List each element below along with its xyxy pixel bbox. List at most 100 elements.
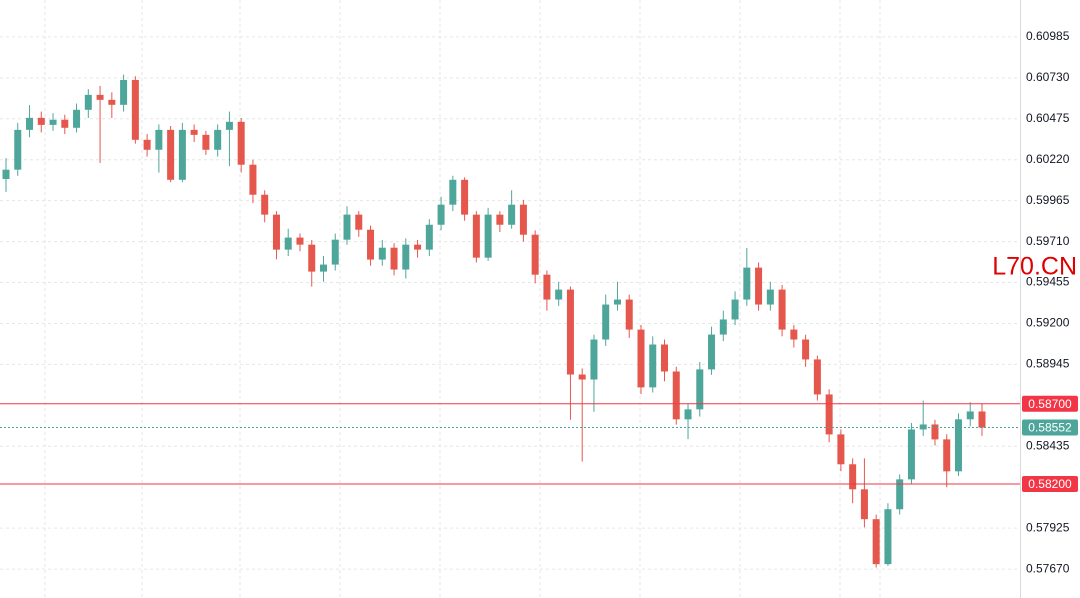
candle-body	[849, 464, 857, 490]
candle-body	[355, 214, 363, 230]
candle-body	[143, 139, 151, 150]
candle-body	[590, 339, 598, 380]
candle-body	[649, 344, 657, 388]
candle-body	[414, 244, 422, 250]
candle-body	[531, 234, 539, 275]
candle-body	[766, 289, 774, 305]
candle-body	[578, 374, 586, 380]
y-tick-label: 0.59710	[1026, 234, 1070, 248]
y-tick-label: 0.60730	[1026, 70, 1070, 84]
candle-body	[472, 214, 480, 258]
candle-body	[237, 121, 245, 165]
candle-body	[778, 289, 786, 330]
candle-body	[790, 329, 798, 340]
candle-body	[49, 119, 57, 125]
candle-body	[555, 289, 563, 300]
price-label-box	[1022, 395, 1078, 412]
candle-body	[954, 419, 962, 472]
candle-body	[602, 304, 610, 340]
candle-body	[661, 344, 669, 372]
y-tick-label: 0.59965	[1026, 193, 1070, 207]
y-tick-label: 0.60475	[1026, 111, 1070, 125]
candle-body	[14, 129, 22, 170]
candle-body	[566, 289, 574, 375]
vertical-grid	[44, 0, 881, 598]
candle-body	[708, 334, 716, 370]
candle-body	[837, 434, 845, 465]
candle-body	[508, 204, 516, 225]
candle-body	[966, 411, 974, 420]
candle-body	[978, 411, 986, 428]
candle-body	[84, 94, 92, 110]
candle-body	[860, 489, 868, 520]
candle-body	[96, 94, 104, 100]
candle-body	[190, 129, 198, 135]
candle-body	[613, 299, 621, 305]
candle-body	[743, 267, 751, 300]
y-tick-label: 0.57925	[1026, 520, 1070, 534]
candle-body	[225, 121, 233, 130]
price-label-box	[1022, 476, 1078, 493]
candle-body	[425, 224, 433, 250]
y-tick-label: 0.60220	[1026, 152, 1070, 166]
candle-body	[402, 244, 410, 270]
price-label: 0.58200	[1028, 477, 1072, 491]
candle-body	[696, 369, 704, 410]
candle-body	[802, 339, 810, 360]
candle-body	[367, 229, 375, 260]
candle-body	[120, 79, 128, 105]
candle-body	[319, 264, 327, 272]
watermark: L70.CN	[992, 253, 1077, 281]
candle-body	[813, 359, 821, 395]
candle-body	[178, 129, 186, 180]
candle-body	[37, 117, 45, 125]
candle-body	[296, 237, 304, 245]
candle-body	[308, 244, 316, 272]
candle-body	[461, 179, 469, 215]
candle-body	[343, 214, 351, 240]
candle-body	[61, 119, 69, 128]
candle-body	[543, 274, 551, 300]
candle-body	[108, 99, 116, 105]
candle-body	[202, 134, 210, 150]
candle-body	[719, 319, 727, 335]
candle-body	[73, 109, 81, 128]
candle-body	[131, 79, 139, 140]
candle-body	[731, 299, 739, 320]
candle-body	[672, 371, 680, 420]
candle-body	[519, 204, 527, 235]
y-tick-label: 0.59200	[1026, 316, 1070, 330]
candle-body	[261, 194, 269, 215]
candle-body	[884, 509, 892, 565]
candle-body	[484, 214, 492, 258]
y-tick-label: 0.59455	[1026, 275, 1070, 289]
candle-body	[378, 247, 386, 260]
candle-body	[896, 479, 904, 510]
price-label: 0.58552	[1028, 421, 1072, 435]
candle-body	[214, 129, 222, 150]
candle-body	[272, 214, 280, 250]
candle-body	[625, 299, 633, 330]
y-tick-label: 0.58435	[1026, 438, 1070, 452]
y-tick-label: 0.57670	[1026, 561, 1070, 575]
candle-body	[331, 239, 339, 265]
y-tick-label: 0.60985	[1026, 29, 1070, 43]
candle-body	[931, 424, 939, 440]
candle-body	[825, 394, 833, 435]
candle-body	[155, 129, 163, 150]
candle-body	[919, 424, 927, 430]
candle-body	[637, 329, 645, 388]
candle-body	[684, 409, 692, 420]
candle-body	[167, 129, 175, 180]
candle-body	[249, 164, 257, 195]
candle-body	[943, 439, 951, 472]
candle-body	[872, 519, 880, 565]
price-label: 0.58700	[1028, 397, 1072, 411]
candle-body	[755, 267, 763, 305]
candle-body	[496, 214, 504, 225]
candle-body	[26, 117, 34, 130]
candle-body	[449, 179, 457, 205]
y-tick-label: 0.58945	[1026, 357, 1070, 371]
price-label-box	[1022, 419, 1078, 436]
